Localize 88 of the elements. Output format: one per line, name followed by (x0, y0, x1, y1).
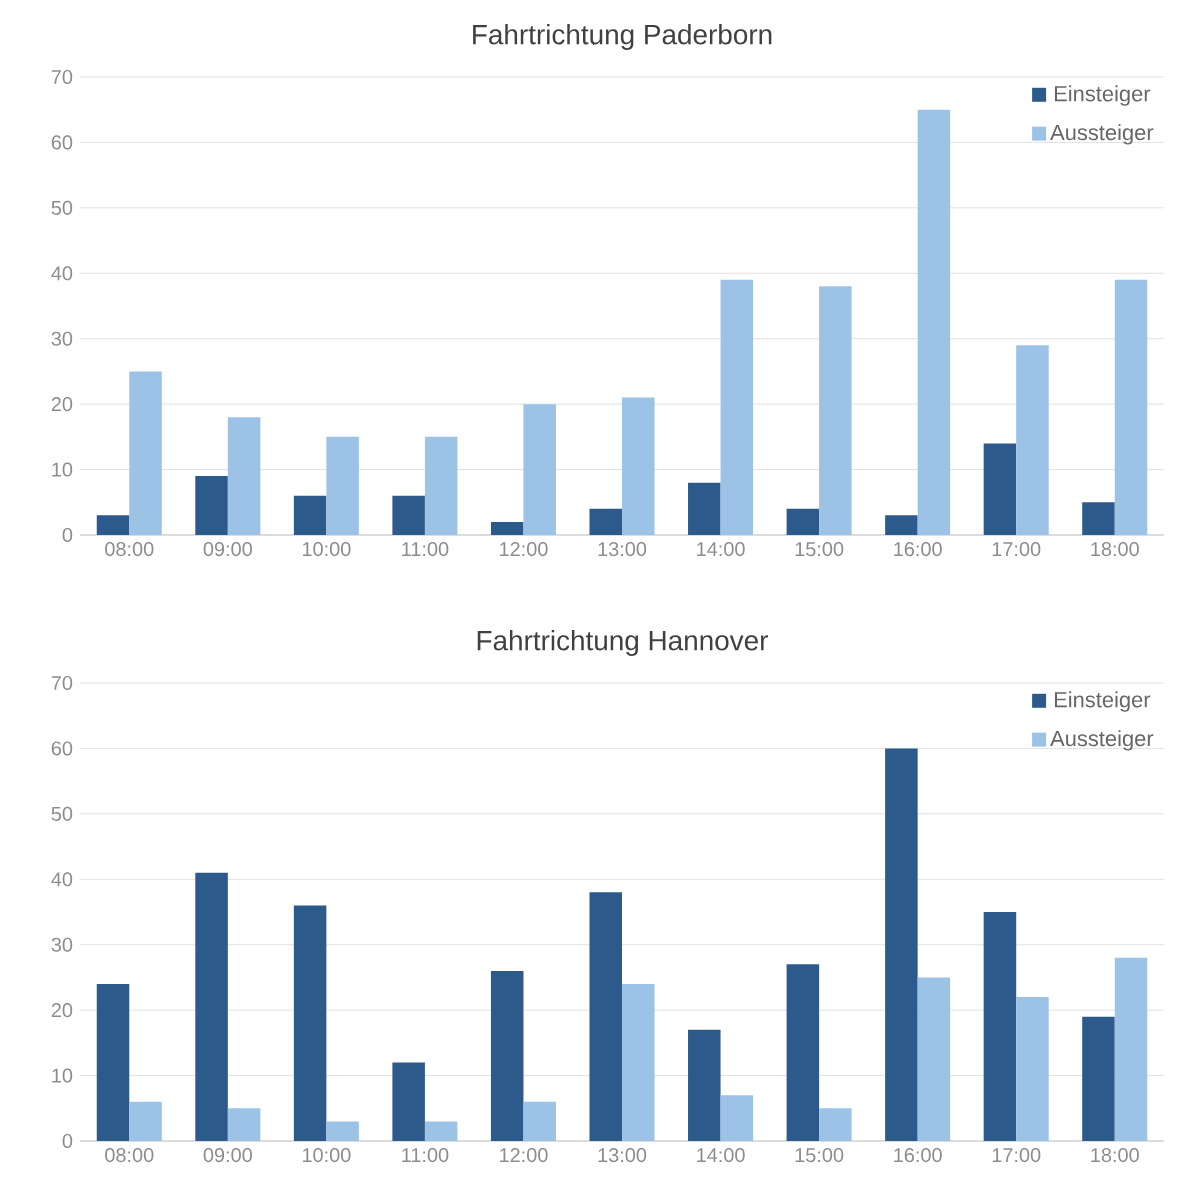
bar (523, 1101, 556, 1141)
bar (129, 1101, 162, 1141)
bar (392, 495, 425, 535)
y-tick-label: 70 (51, 675, 73, 691)
bar (983, 443, 1017, 535)
bar (227, 1108, 261, 1141)
x-tick-label: 11:00 (402, 1148, 449, 1163)
legend-label: Aussteiger (1050, 730, 1154, 751)
x-tick-label: 17:00 (992, 542, 1041, 557)
y-tick-label: 60 (51, 135, 73, 150)
x-tick-label: 18:00 (1091, 542, 1139, 557)
bar (885, 748, 918, 1141)
y-tick-label: 60 (51, 741, 73, 756)
legend-label: Einsteiger (1054, 691, 1151, 712)
bar (720, 279, 754, 535)
y-tick-label: 10 (52, 462, 73, 477)
bar (589, 892, 623, 1141)
bar (326, 436, 359, 535)
bar (227, 417, 261, 535)
x-tick-label: 10:00 (302, 1148, 351, 1163)
x-tick-label: 09:00 (203, 542, 252, 557)
bar (523, 404, 556, 535)
x-tick-label: 10:00 (302, 542, 351, 557)
bar (129, 371, 162, 535)
y-tick-label: 40 (51, 266, 73, 281)
bar (917, 109, 951, 535)
x-tick-label: 13:00 (598, 1148, 647, 1163)
bar (490, 970, 524, 1141)
bar (1016, 997, 1049, 1141)
y-tick-label: 30 (51, 331, 73, 346)
bar (688, 482, 721, 535)
bar (1114, 279, 1148, 535)
bar (819, 1108, 852, 1141)
y-tick-label: 0 (62, 527, 73, 543)
chart-title: Fahrtrichtung Paderborn (473, 23, 772, 50)
x-tick-label: 15:00 (795, 542, 844, 557)
x-tick-label: 08:00 (105, 542, 154, 557)
x-tick-label: 14:00 (697, 542, 745, 557)
bar (819, 286, 852, 535)
bar (326, 1121, 359, 1141)
bar (1016, 345, 1049, 535)
bar (195, 476, 228, 535)
bar (917, 977, 951, 1141)
x-tick-label: 17:00 (992, 1148, 1041, 1163)
y-tick-label: 70 (51, 69, 73, 85)
x-tick-label: 14:00 (697, 1148, 745, 1163)
bar (293, 905, 327, 1141)
y-tick-label: 50 (51, 806, 73, 821)
bar (786, 508, 820, 535)
bar (392, 1062, 425, 1141)
x-tick-label: 16:00 (894, 1148, 942, 1163)
x-tick-label: 12:00 (500, 542, 548, 557)
bar (1082, 502, 1115, 535)
bar (885, 515, 918, 535)
bar (786, 964, 820, 1141)
bar (983, 912, 1017, 1141)
y-tick-label: 10 (52, 1068, 73, 1083)
y-tick-label: 30 (51, 937, 73, 952)
bar (1114, 957, 1148, 1141)
y-tick-label: 20 (51, 397, 73, 412)
x-tick-label: 08:00 (105, 1148, 154, 1163)
bar (96, 515, 130, 535)
x-tick-label: 16:00 (894, 542, 942, 557)
bar (720, 1095, 754, 1141)
x-tick-label: 09:00 (203, 1148, 252, 1163)
bar (195, 872, 228, 1141)
legend-label: Einsteiger (1054, 85, 1151, 106)
bar (490, 521, 524, 535)
x-tick-label: 15:00 (795, 1148, 844, 1163)
chart-title: Fahrtrichtung Hannover (477, 629, 769, 656)
x-tick-label: 12:00 (500, 1148, 548, 1163)
bar (293, 495, 327, 535)
bar (424, 436, 458, 535)
y-tick-label: 0 (62, 1133, 73, 1149)
bar (589, 508, 623, 535)
bar (622, 983, 655, 1141)
x-tick-label: 11:00 (402, 542, 449, 557)
y-tick-label: 40 (51, 872, 73, 887)
y-tick-label: 20 (51, 1003, 73, 1018)
x-tick-label: 13:00 (598, 542, 647, 557)
bar (424, 1121, 458, 1141)
bar (622, 397, 655, 535)
legend-label: Aussteiger (1050, 124, 1154, 145)
bar (96, 983, 130, 1141)
bar (688, 1029, 721, 1141)
x-tick-label: 18:00 (1091, 1148, 1139, 1163)
bar (1082, 1016, 1115, 1141)
y-tick-label: 50 (51, 200, 73, 215)
